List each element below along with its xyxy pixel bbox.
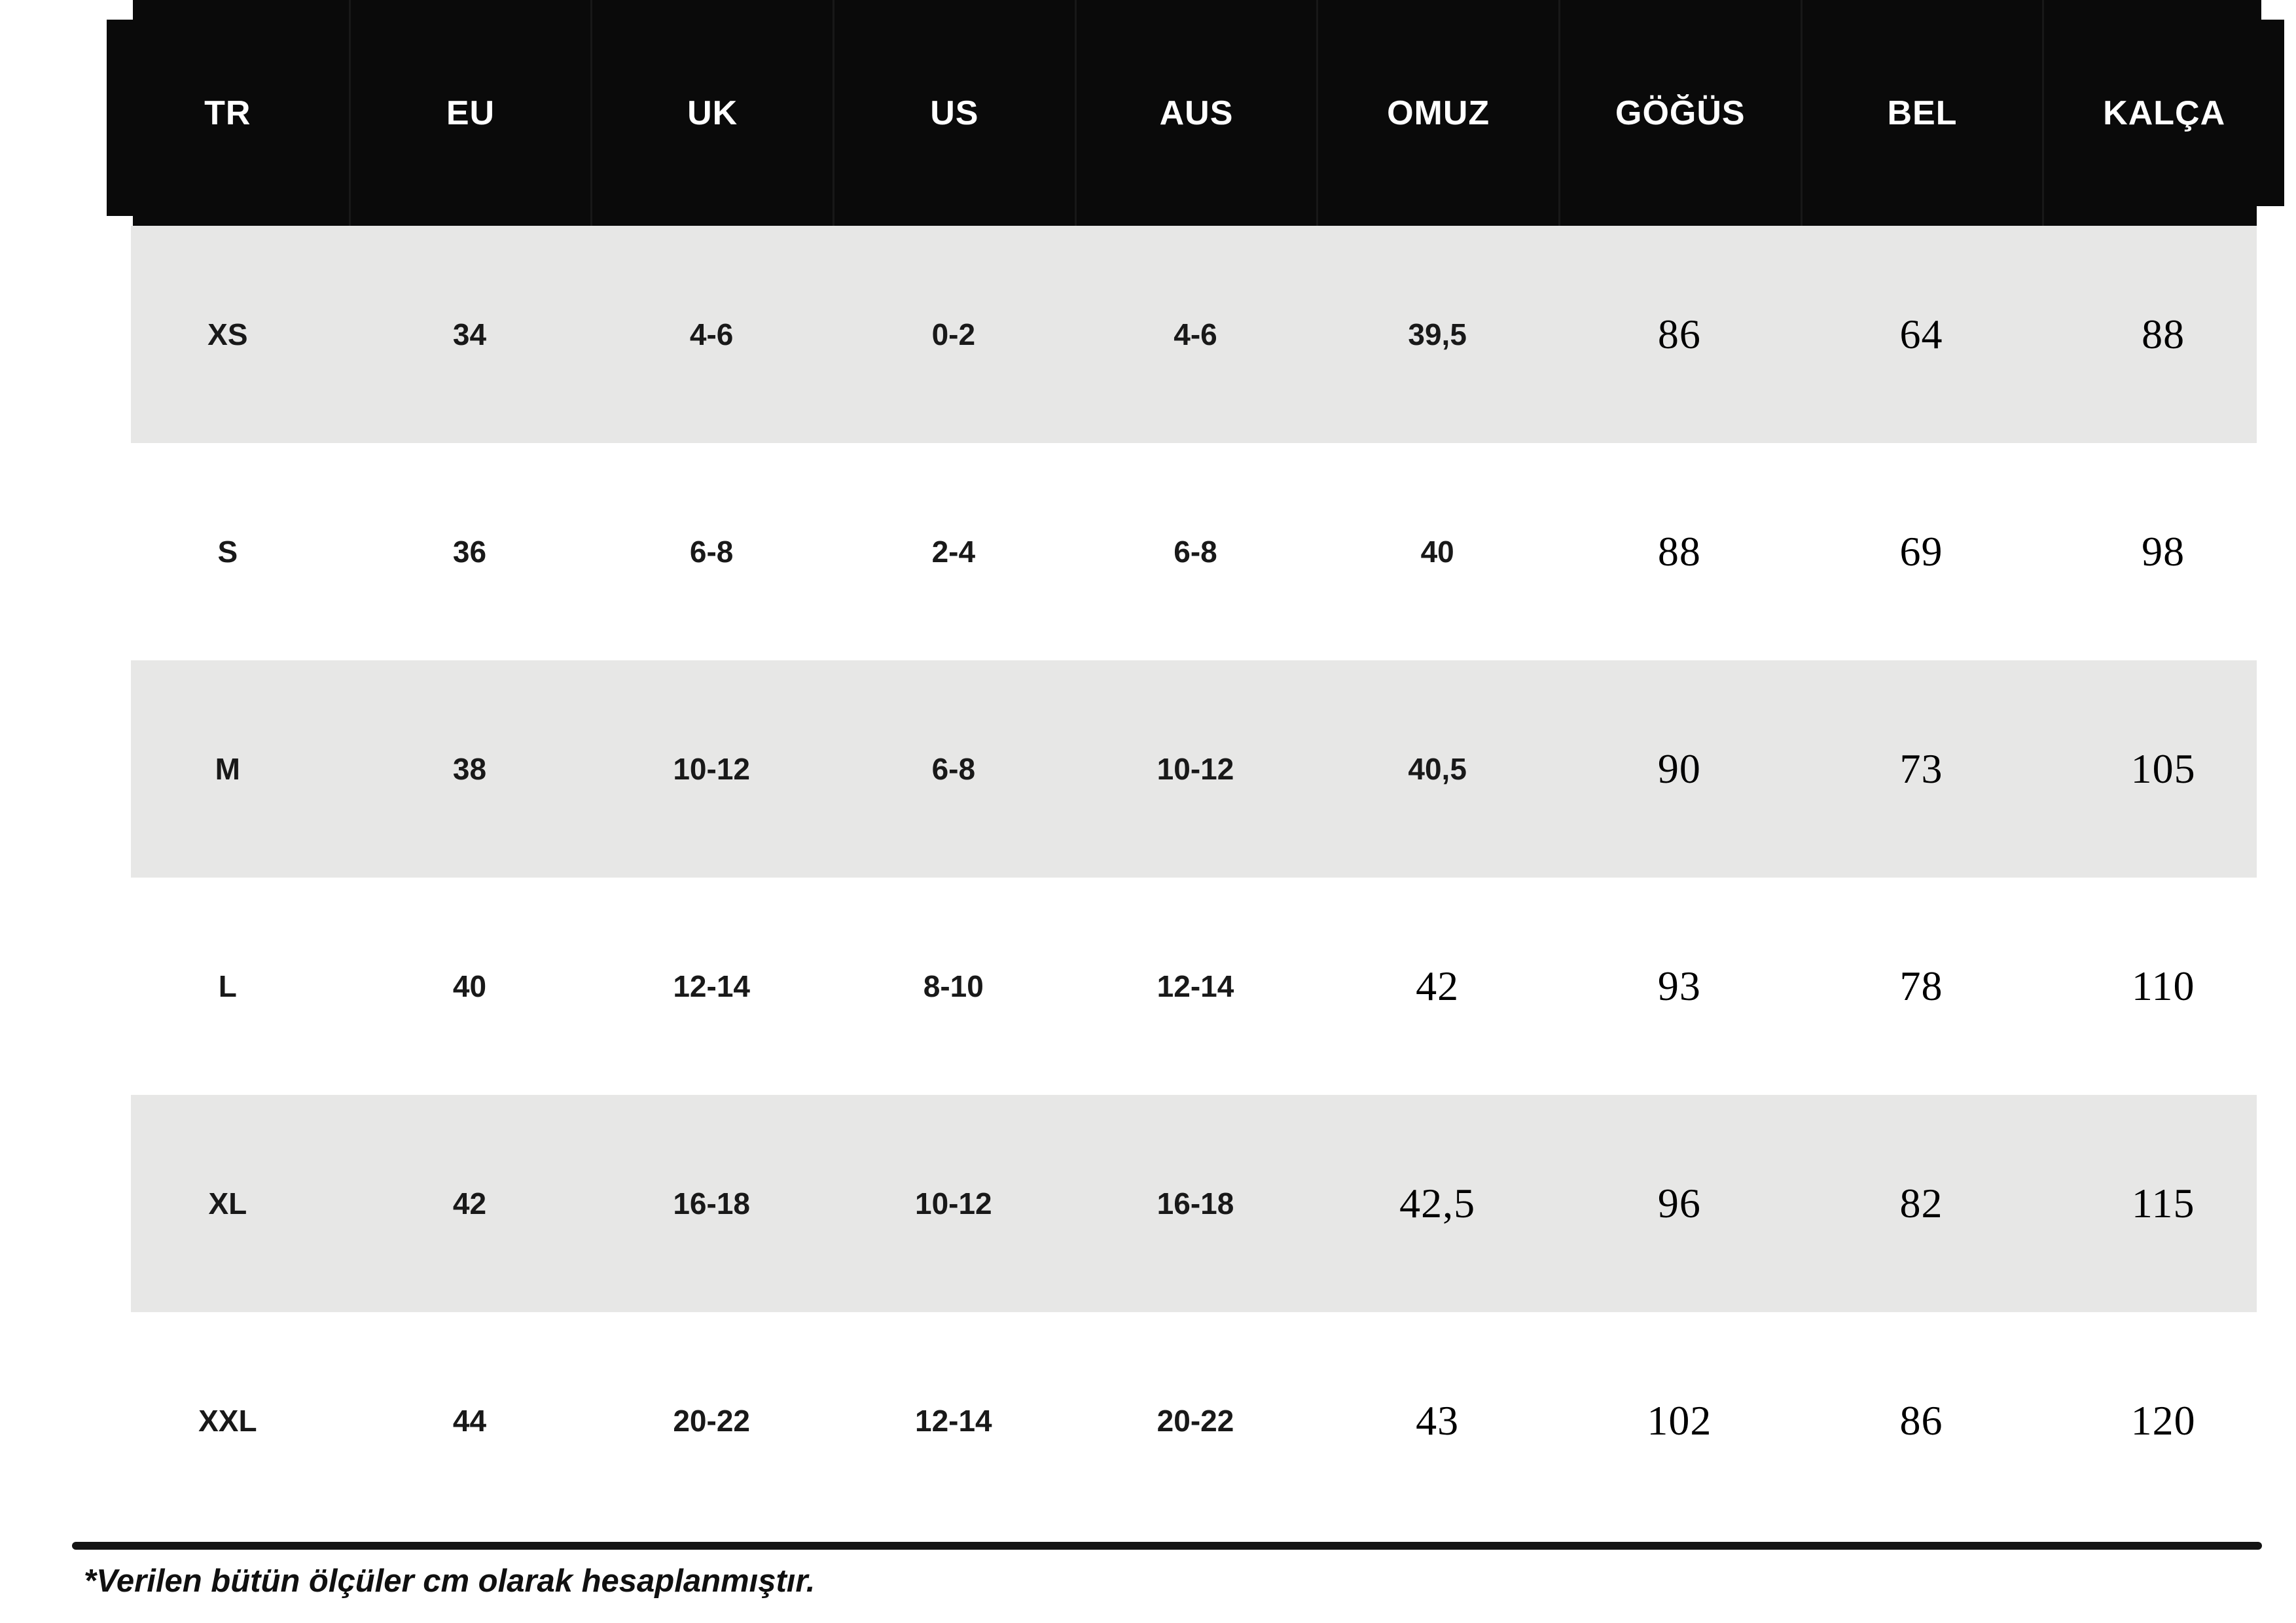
table-row-xs: XS 34 4-6 0-2 4-6 39,5 86 64 88: [107, 226, 2284, 443]
cell-l-uk: 12-14: [673, 969, 750, 1003]
cell-xl-kalca: 115: [2131, 1180, 2195, 1226]
cell-m-aus: 10-12: [1157, 752, 1234, 786]
cell-xl-aus: 16-18: [1157, 1186, 1234, 1221]
cell-s-omuz: 40: [1420, 535, 1454, 569]
cell-l-omuz: 42: [1416, 963, 1460, 1009]
cell-xs-aus: 4-6: [1174, 317, 1217, 351]
cell-xs-uk: 4-6: [689, 317, 734, 351]
bottom-rule: [72, 1542, 2262, 1550]
header-cell-uk: UK: [590, 0, 833, 226]
table-row-s: S 36 6-8 2-4 6-8 40 88 69 98: [107, 443, 2284, 660]
header-cell-bel: BEL: [1800, 0, 2043, 226]
cell-l-gogus: 93: [1657, 963, 1701, 1009]
table-row-xxl: XXL 44 20-22 12-14 20-22 43 102 86 120: [107, 1312, 2284, 1529]
cell-xxl-us: 12-14: [914, 1404, 992, 1438]
table-body: XS 34 4-6 0-2 4-6 39,5 86 64 88 S 36 6-8 2-4 6-8 40 88 6…: [107, 226, 2284, 1529]
cell-m-bel: 73: [1899, 745, 1943, 792]
table-header-row: TR EU UK US AUS OMUZ GÖĞÜS BEL KALÇA: [107, 0, 2284, 226]
header-cell-us: US: [832, 0, 1075, 226]
cell-xl-tr: XL: [208, 1186, 247, 1221]
cell-s-bel: 69: [1899, 528, 1943, 575]
cell-m-kalca: 105: [2130, 745, 2196, 792]
cell-xs-us: 0-2: [931, 317, 976, 351]
cell-l-aus: 12-14: [1157, 969, 1234, 1003]
header-cell-gogus: GÖĞÜS: [1558, 0, 1801, 226]
cell-xxl-omuz: 43: [1416, 1397, 1460, 1444]
cell-xxl-gogus: 102: [1647, 1397, 1712, 1444]
cell-l-kalca: 110: [2131, 963, 2195, 1009]
cell-s-uk: 6-8: [689, 535, 734, 569]
table-row-m: M 38 10-12 6-8 10-12 40,5 90 73 105: [107, 660, 2284, 878]
cell-xl-omuz: 42,5: [1399, 1180, 1476, 1226]
cell-xs-tr: XS: [207, 317, 248, 351]
cell-m-tr: M: [215, 752, 240, 786]
header-cell-kalca: KALÇA: [2042, 0, 2284, 226]
cell-xl-us: 10-12: [914, 1186, 992, 1221]
cell-l-bel: 78: [1899, 963, 1943, 1009]
cell-xs-gogus: 86: [1657, 311, 1701, 357]
table-row-xl: XL 42 16-18 10-12 16-18 42,5 96 82 115: [107, 1095, 2284, 1312]
cell-xl-gogus: 96: [1657, 1180, 1701, 1226]
header-cell-aus: AUS: [1074, 0, 1317, 226]
cell-xxl-bel: 86: [1899, 1397, 1943, 1444]
cell-xxl-aus: 20-22: [1157, 1404, 1234, 1438]
cell-xxl-uk: 20-22: [673, 1404, 750, 1438]
header-cell-eu: EU: [348, 0, 591, 226]
table-row-l: L 40 12-14 8-10 12-14 42 93 78 110: [107, 878, 2284, 1095]
cell-xs-eu: 34: [452, 317, 487, 351]
cell-xl-eu: 42: [452, 1186, 487, 1221]
footnote: *Verilen bütün ölçüler cm olarak hesapla…: [84, 1563, 816, 1599]
cell-m-uk: 10-12: [673, 752, 750, 786]
size-chart-table: TR EU UK US AUS OMUZ GÖĞÜS BEL KALÇA XS 34 4-6 0-2 4…: [107, 0, 2284, 1529]
cell-l-us: 8-10: [923, 969, 984, 1003]
cell-m-omuz: 40,5: [1408, 752, 1467, 786]
cell-s-aus: 6-8: [1174, 535, 1217, 569]
cell-xs-bel: 64: [1899, 311, 1943, 357]
cell-l-eu: 40: [452, 969, 487, 1003]
cell-xxl-eu: 44: [452, 1404, 487, 1438]
cell-xs-kalca: 88: [2142, 311, 2185, 357]
cell-s-kalca: 98: [2142, 528, 2185, 575]
cell-s-tr: S: [217, 535, 238, 569]
cell-xl-uk: 16-18: [673, 1186, 750, 1221]
cell-s-us: 2-4: [931, 535, 976, 569]
header-cell-omuz: OMUZ: [1316, 0, 1558, 226]
header-cell-tr: TR: [204, 94, 251, 132]
cell-xs-omuz: 39,5: [1408, 317, 1467, 351]
cell-xxl-kalca: 120: [2130, 1397, 2196, 1444]
cell-l-tr: L: [218, 969, 237, 1003]
cell-m-eu: 38: [452, 752, 487, 786]
cell-s-gogus: 88: [1657, 528, 1701, 575]
cell-m-gogus: 90: [1657, 745, 1701, 792]
cell-m-us: 6-8: [931, 752, 976, 786]
cell-s-eu: 36: [452, 535, 487, 569]
cell-xl-bel: 82: [1899, 1180, 1943, 1226]
cell-xxl-tr: XXL: [198, 1404, 257, 1438]
